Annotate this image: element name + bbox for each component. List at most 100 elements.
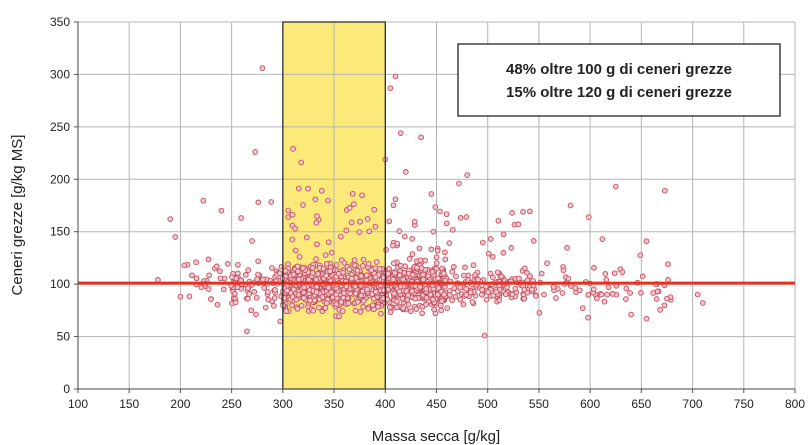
- data-point: [206, 272, 212, 279]
- data-point: [402, 169, 409, 175]
- data-point: [423, 286, 430, 292]
- data-point: [172, 234, 179, 240]
- data-point: [349, 190, 356, 197]
- data-point: [694, 291, 701, 298]
- data-point: [325, 239, 332, 246]
- data-point: [234, 284, 241, 291]
- data-point: [252, 149, 259, 155]
- data-point: [292, 247, 299, 254]
- data-point: [359, 288, 366, 295]
- data-point: [261, 285, 268, 291]
- data-point: [420, 271, 426, 278]
- data-point: [422, 257, 429, 264]
- data-point: [390, 242, 396, 249]
- data-point: [255, 258, 262, 265]
- data-point: [323, 260, 330, 267]
- data-point: [520, 208, 526, 215]
- data-point: [259, 65, 266, 71]
- data-point: [290, 271, 297, 278]
- data-point: [200, 197, 207, 204]
- data-point: [594, 295, 600, 302]
- data-point: [512, 285, 519, 292]
- data-point: [328, 249, 335, 256]
- data-point: [375, 303, 381, 310]
- data-point: [311, 297, 318, 304]
- data-point: [390, 202, 397, 209]
- data-point: [220, 286, 227, 293]
- data-point: [601, 298, 608, 305]
- y-tick-label: 50: [57, 330, 71, 344]
- data-point: [385, 270, 391, 277]
- data-point: [407, 308, 414, 314]
- data-point: [246, 291, 253, 297]
- data-point: [253, 311, 259, 318]
- data-point: [301, 284, 307, 291]
- data-point: [397, 283, 404, 290]
- data-point: [290, 146, 296, 152]
- data-point: [313, 283, 320, 290]
- data-point: [295, 276, 302, 283]
- data-point: [544, 260, 550, 267]
- data-point: [348, 219, 355, 226]
- data-point: [357, 218, 363, 225]
- data-point: [435, 275, 441, 282]
- data-point: [205, 286, 212, 292]
- data-point: [177, 293, 184, 300]
- data-point: [479, 239, 486, 246]
- annotation-frame: [457, 43, 781, 117]
- data-point: [295, 268, 301, 275]
- data-point: [427, 291, 434, 298]
- data-point: [313, 256, 319, 262]
- data-point: [619, 269, 626, 275]
- data-point: [627, 290, 633, 296]
- data-point: [479, 291, 485, 298]
- data-point: [521, 265, 528, 272]
- data-point: [365, 260, 372, 267]
- data-point: [322, 252, 329, 258]
- data-point: [360, 256, 367, 263]
- data-point: [167, 216, 174, 222]
- data-point: [333, 291, 340, 298]
- data-point: [378, 310, 384, 317]
- x-tick-label: 350: [324, 397, 344, 411]
- data-point: [300, 289, 307, 296]
- data-point: [253, 294, 260, 301]
- data-point: [585, 214, 592, 220]
- data-point: [560, 267, 567, 274]
- y-tick-label: 250: [50, 120, 70, 134]
- data-point: [441, 291, 447, 298]
- data-point: [409, 288, 415, 294]
- data-point: [414, 264, 420, 271]
- data-point: [260, 276, 266, 283]
- data-point: [340, 294, 347, 301]
- data-point: [536, 310, 543, 316]
- data-point: [307, 297, 313, 304]
- data-point: [439, 298, 445, 304]
- data-point: [433, 265, 440, 272]
- data-point: [285, 207, 292, 214]
- data-point: [524, 270, 530, 276]
- data-point: [489, 253, 496, 260]
- data-point: [346, 266, 353, 273]
- data-point: [565, 275, 572, 282]
- data-point: [494, 269, 501, 276]
- data-point: [417, 284, 423, 290]
- data-point: [193, 275, 200, 282]
- data-point: [372, 274, 379, 280]
- data-point: [313, 276, 319, 283]
- data-point: [354, 267, 361, 274]
- data-point: [313, 219, 320, 226]
- data-point: [370, 296, 377, 302]
- data-point: [345, 300, 352, 307]
- data-point: [432, 204, 439, 210]
- data-point: [313, 289, 320, 296]
- annotation-line-1: 48% oltre 100 g di ceneri grezze: [506, 61, 732, 78]
- data-point: [449, 268, 456, 275]
- data-point: [665, 277, 671, 283]
- data-point: [341, 260, 348, 266]
- data-point: [300, 295, 307, 301]
- data-point: [481, 332, 488, 339]
- x-tick-label: 550: [529, 397, 549, 411]
- data-point: [419, 310, 425, 317]
- data-point: [323, 272, 330, 279]
